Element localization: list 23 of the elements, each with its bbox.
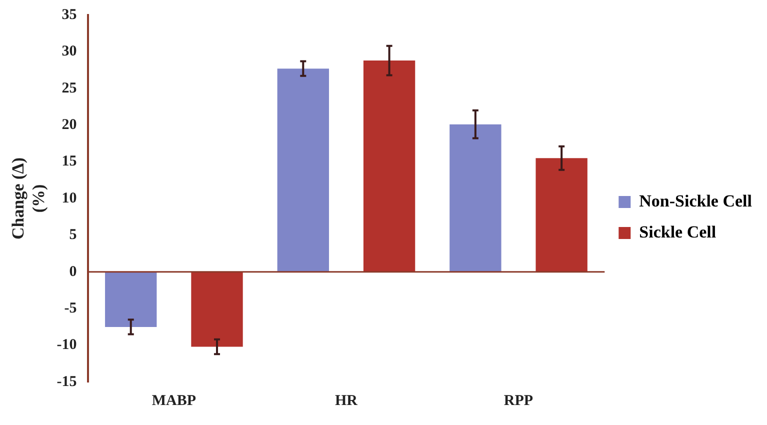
y-tick-label: 5 [69, 227, 77, 244]
bar [277, 68, 329, 272]
y-tick-label: 10 [62, 190, 77, 206]
bar [536, 158, 588, 272]
x-tick-label: RPP [504, 392, 534, 409]
y-tick-label: 30 [62, 44, 77, 60]
bar [363, 60, 416, 272]
bar [450, 124, 502, 272]
y-tick-label: -15 [56, 374, 77, 390]
y-tick-label: 35 [62, 6, 77, 23]
y-tick-label: 20 [62, 116, 77, 133]
y-tick-label: 15 [62, 154, 77, 170]
y-tick-label: 25 [62, 80, 77, 96]
y-axis-title: Change (Δ) (%) [8, 158, 48, 240]
y-tick-label: -10 [56, 337, 77, 354]
legend-label: Sickle Cell [639, 222, 716, 242]
bar [191, 272, 243, 347]
x-tick-label: HR [334, 392, 358, 409]
legend-label: Non-Sickle Cell [639, 191, 752, 210]
y-tick-label: 0 [69, 264, 77, 280]
x-tick-label: MABP [152, 392, 196, 409]
y-tick-label: -5 [64, 300, 77, 316]
bar [105, 272, 157, 327]
